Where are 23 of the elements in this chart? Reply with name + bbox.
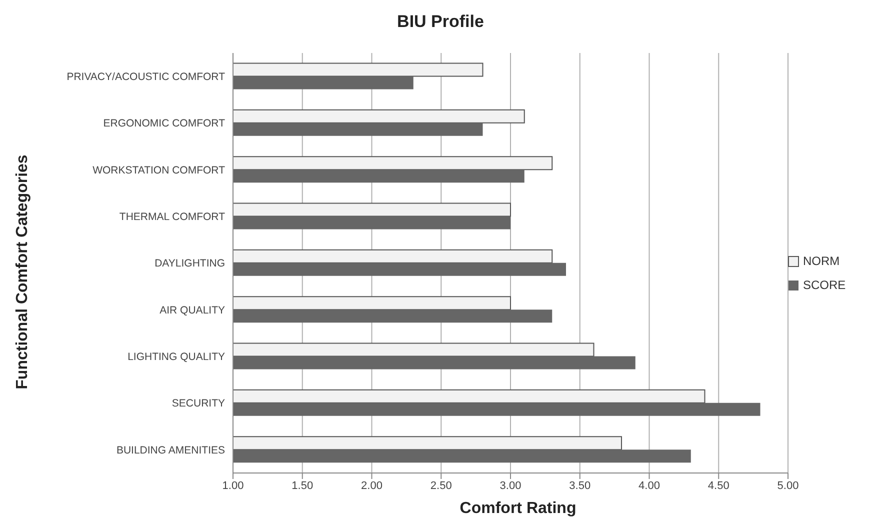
x-tick-label: 3.50 — [569, 480, 591, 492]
y-tick-label: PRIVACY/ACOUSTIC COMFORT — [66, 71, 226, 84]
x-tick-label: 2.00 — [361, 480, 382, 492]
chart-title: BIU Profile — [396, 12, 485, 32]
y-tick-label: WORKSTATION COMFORT — [92, 164, 226, 176]
x-tick-label: 4.50 — [708, 480, 730, 492]
x-tick-label: 1.50 — [292, 480, 314, 492]
y-tick-label: LIGHTING QUALITY — [128, 351, 225, 364]
x-tick-label: 4.00 — [638, 480, 660, 492]
x-axis-title: Comfort Rating — [458, 500, 578, 518]
legend-label: NORM — [803, 254, 840, 268]
y-tick-label: SECURITY — [172, 398, 225, 410]
legend-label: SCORE — [803, 278, 846, 292]
x-tick-label: 3.00 — [500, 480, 522, 492]
y-tick-label: AIR QUALITY — [160, 304, 225, 316]
y-tick-label: THERMAL COMFORT — [119, 211, 226, 224]
y-axis-title: Functional Comfort Categories — [14, 154, 32, 392]
x-tick-label: 1.00 — [222, 480, 244, 492]
y-tick-label: ERGONOMIC COMFORT — [103, 118, 226, 130]
x-tick-label: 2.50 — [430, 480, 452, 492]
x-tick-label: 5.00 — [777, 480, 799, 492]
y-tick-label: DAYLIGHTING — [154, 258, 225, 270]
y-tick-label: BUILDING AMENITIES — [116, 444, 225, 456]
